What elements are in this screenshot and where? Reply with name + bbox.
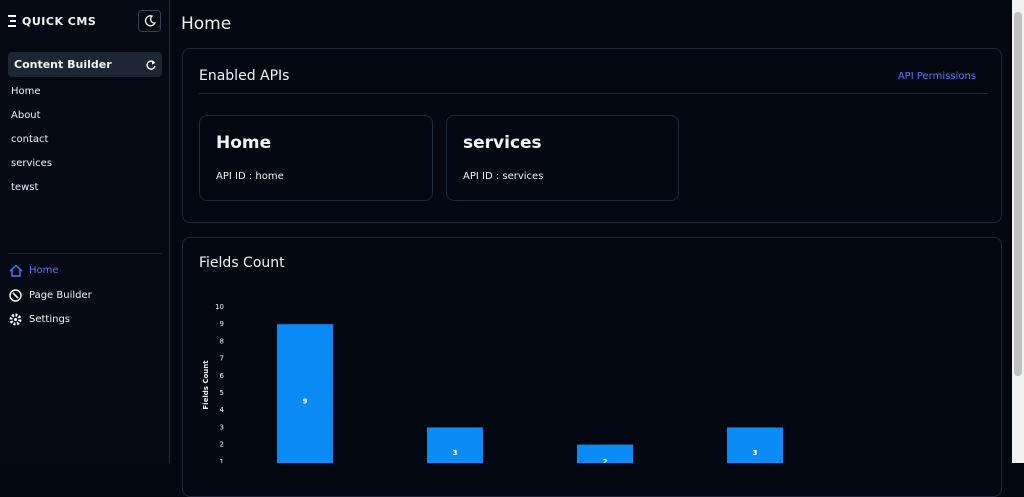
y-tick-label: 1 — [220, 458, 224, 463]
nav-settings[interactable]: Settings — [9, 313, 70, 326]
api-id: API ID : home — [216, 171, 284, 182]
home-icon — [9, 264, 23, 277]
api-id: API ID : services — [463, 171, 544, 182]
divider — [8, 253, 162, 254]
page-link[interactable]: tewst — [11, 182, 39, 193]
wrench-icon — [9, 289, 22, 302]
divider — [199, 93, 988, 94]
y-tick-label: 5 — [220, 389, 224, 397]
y-tick-label: 9 — [220, 320, 224, 328]
bar — [727, 427, 783, 463]
y-tick-label: 7 — [220, 355, 224, 363]
bar — [427, 427, 483, 463]
apis-title: Enabled APIs — [199, 68, 290, 84]
data-label: 3 — [753, 449, 758, 457]
apis-card: Enabled APIs API Permissions Home API ID… — [182, 48, 1002, 223]
gear-icon — [9, 313, 22, 326]
page-title: Home — [181, 14, 232, 34]
theme-toggle[interactable] — [138, 10, 161, 32]
section-title: Content Builder — [14, 58, 112, 71]
logo[interactable]: QUICK CMS — [8, 8, 96, 34]
nav-label: Page Builder — [29, 290, 92, 301]
y-tick-label: 3 — [220, 423, 224, 431]
y-tick-label: 10 — [215, 303, 224, 311]
refresh-icon — [146, 59, 156, 70]
api-permissions-link[interactable]: API Permissions — [897, 71, 976, 82]
nav-label: Home — [29, 265, 59, 276]
api-card[interactable]: services API ID : services — [446, 115, 679, 201]
y-axis-label: Fields Count — [202, 360, 210, 410]
page-link[interactable]: Home — [11, 86, 41, 97]
api-name: Home — [216, 133, 272, 153]
api-name: services — [463, 133, 542, 153]
y-tick-label: 8 — [220, 337, 224, 345]
nav-page-builder[interactable]: Page Builder — [9, 289, 92, 302]
page-link[interactable]: services — [11, 158, 53, 169]
nav-home[interactable]: Home — [9, 264, 59, 277]
moon-icon — [144, 15, 156, 27]
data-label: 9 — [303, 398, 308, 406]
scroll-thumb[interactable] — [1014, 12, 1022, 376]
page-link[interactable]: About — [11, 110, 41, 121]
chart: Fields Count 1 2 3 4 5 6 7 8 9 10 9 3 2 3 — [202, 303, 783, 463]
sidebar: QUICK CMS Content Builder Home About conta… — [0, 0, 170, 463]
scrollbar[interactable] — [1012, 0, 1024, 463]
logo-text: QUICK CMS — [22, 14, 97, 28]
content-builder-header[interactable]: Content Builder — [8, 52, 162, 77]
bar — [577, 444, 633, 463]
data-label: 2 — [603, 458, 608, 463]
bar — [277, 324, 333, 463]
y-tick-label: 6 — [220, 372, 225, 380]
api-card[interactable]: Home API ID : home — [199, 115, 433, 201]
y-tick-label: 4 — [220, 406, 225, 414]
logo-icon — [8, 15, 16, 27]
nav-label: Settings — [29, 314, 71, 325]
chart-title: Fields Count — [199, 255, 285, 271]
page-link[interactable]: contact — [11, 134, 49, 145]
y-tick-label: 2 — [220, 441, 224, 449]
data-label: 3 — [453, 449, 458, 457]
